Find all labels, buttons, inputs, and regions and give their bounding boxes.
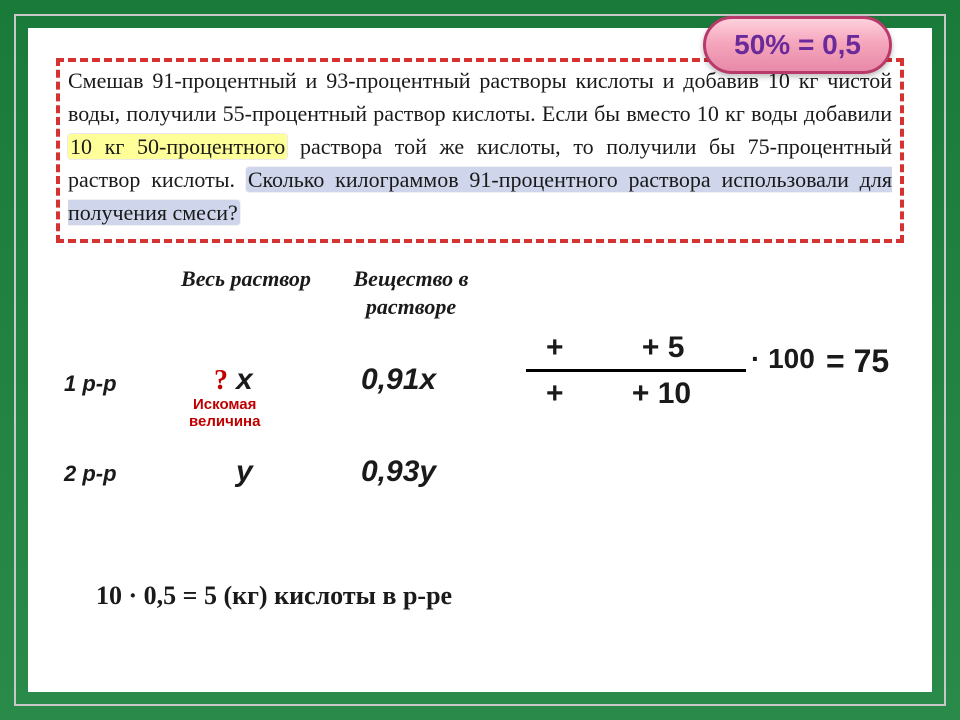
column-header-whole: Весь раствор [176, 265, 316, 293]
content-panel: 50% = 0,5 Смешав 91-процентный и 93-проц… [28, 28, 932, 692]
bottom-calc-note: 10 · 0,5 = 5 (кг) кислоты в р-ре [56, 581, 904, 611]
percent-badge: 50% = 0,5 [703, 16, 892, 74]
fraction-denominator: + + 10 [546, 377, 691, 411]
cell-r2-substance: 0,93y [361, 455, 436, 489]
problem-box: Смешав 91-процентный и 93-процентный рас… [56, 58, 904, 243]
cell-r1-substance: 0,91x [361, 363, 436, 397]
num-plus: + [546, 331, 564, 364]
num-plus-5: + 5 [642, 331, 685, 364]
highlight-yellow: 10 кг 50-процентного [68, 134, 287, 159]
den-plus-10: + 10 [632, 377, 691, 410]
badge-text: 50% = 0,5 [734, 29, 861, 60]
row2-label: 2 р-р [64, 461, 117, 487]
times-100: · 100 [751, 343, 815, 375]
sought-value-label: Искомая величина [189, 396, 260, 431]
cell-r1-whole: x [236, 363, 253, 397]
fraction-numerator: + + 5 [546, 331, 684, 365]
cell-r2-whole: y [236, 455, 253, 489]
den-plus: + [546, 377, 564, 410]
equals-75: = 75 [826, 343, 889, 380]
question-mark: ? [214, 365, 228, 397]
fraction-bar [526, 369, 746, 372]
solution-table: Весь раствор Вещество в растворе 1 р-р 2… [56, 261, 904, 561]
problem-text: Смешав 91-процентный и 93-процентный рас… [68, 64, 892, 229]
row1-label: 1 р-р [64, 371, 117, 397]
slide-frame: 50% = 0,5 Смешав 91-процентный и 93-проц… [0, 0, 960, 720]
problem-part-a: Смешав 91-процентный и 93-процентный рас… [68, 68, 892, 126]
column-header-substance: Вещество в растворе [326, 265, 496, 320]
